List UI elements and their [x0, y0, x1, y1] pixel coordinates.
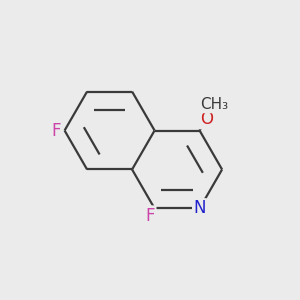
Text: CH₃: CH₃	[200, 97, 229, 112]
Text: F: F	[52, 122, 61, 140]
Text: F: F	[146, 207, 155, 225]
Text: N: N	[193, 200, 206, 217]
Text: O: O	[200, 110, 213, 128]
